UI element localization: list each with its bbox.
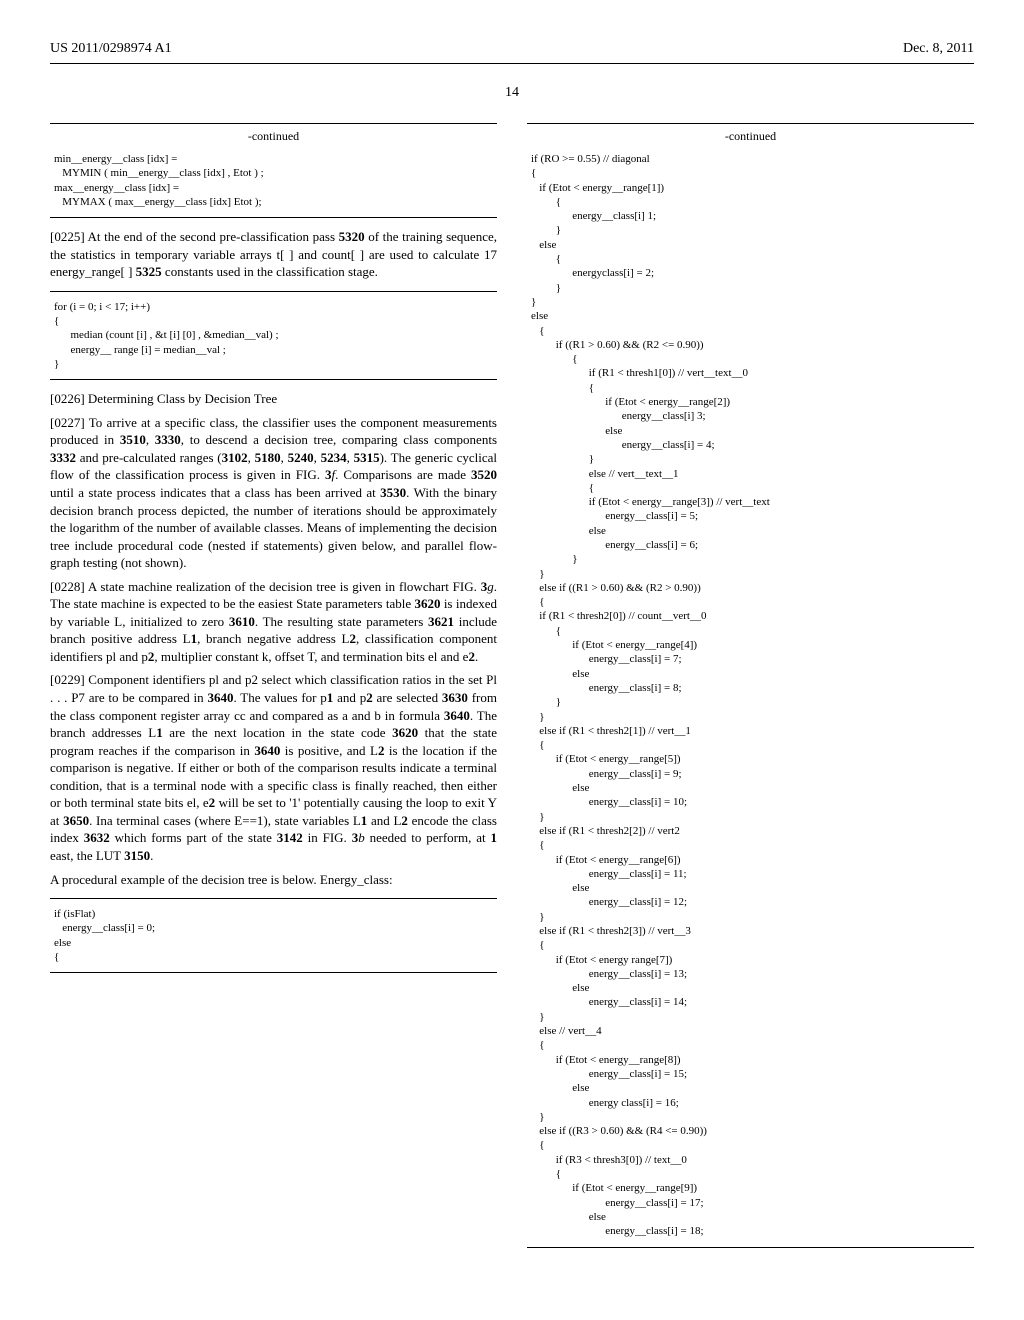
para-num: [0227] [50, 415, 85, 430]
page-number: 14 [50, 84, 974, 103]
paragraph-0226: [0226] Determining Class by Decision Tre… [50, 390, 497, 408]
doc-id: US 2011/0298974 A1 [50, 40, 172, 59]
para-num: [0225] [50, 229, 85, 244]
two-column-layout: -continued min__energy__class [idx] = MY… [50, 123, 974, 1258]
page-header: US 2011/0298974 A1 Dec. 8, 2011 [50, 40, 974, 64]
right-column: -continued if (RO >= 0.55) // diagonal {… [527, 123, 974, 1258]
code-listing-4: if (RO >= 0.55) // diagonal { if (Etot <… [527, 144, 974, 1248]
continued-label: -continued [527, 123, 974, 144]
para-num: [0226] [50, 391, 85, 406]
para-num: [0229] [50, 672, 85, 687]
para-text: Determining Class by Decision Tree [85, 391, 277, 406]
code-listing-1: min__energy__class [idx] = MYMIN ( min__… [50, 144, 497, 218]
doc-date: Dec. 8, 2011 [903, 40, 974, 59]
code-listing-2: for (i = 0; i < 17; i++) { median (count… [50, 291, 497, 380]
para-num: [0228] [50, 579, 85, 594]
para-text: To arrive at a specific class, the class… [50, 415, 497, 570]
paragraph-0225: [0225] At the end of the second pre-clas… [50, 228, 497, 281]
paragraph-0227: [0227] To arrive at a specific class, th… [50, 414, 497, 572]
left-column: -continued min__energy__class [idx] = MY… [50, 123, 497, 1258]
paragraph-0229: [0229] Component identifiers pl and p2 s… [50, 671, 497, 864]
code-listing-3: if (isFlat) energy__class[i] = 0; else { [50, 898, 497, 973]
paragraph-0228: [0228] A state machine realization of th… [50, 578, 497, 666]
para-text: At the end of the second pre-classificat… [50, 229, 497, 279]
paragraph-0229-tail: A procedural example of the decision tre… [50, 871, 497, 889]
continued-label: -continued [50, 123, 497, 144]
para-text: A state machine realization of the decis… [50, 579, 497, 664]
para-text: Component identifiers pl and p2 select w… [50, 672, 497, 862]
